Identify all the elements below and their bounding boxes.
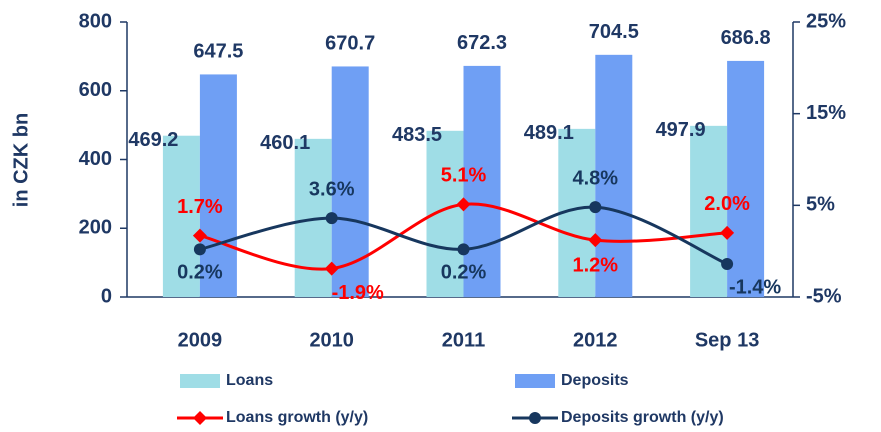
marker bbox=[192, 228, 207, 243]
y2-tick-label: 5% bbox=[806, 194, 835, 216]
bar bbox=[162, 135, 200, 297]
legend-label: Loans bbox=[226, 372, 273, 389]
marker bbox=[325, 212, 338, 225]
bar-label: 670.7 bbox=[325, 33, 375, 55]
bar-label: 647.5 bbox=[193, 41, 243, 63]
point-label: 0.2% bbox=[441, 262, 487, 284]
bar-label: 704.5 bbox=[589, 21, 639, 43]
bar-label: 460.1 bbox=[260, 132, 310, 154]
y-tick-label: 0 bbox=[101, 285, 112, 307]
x-tick-label: 2012 bbox=[573, 329, 618, 351]
y2-tick-label: 15% bbox=[806, 102, 846, 124]
bar-label: 686.8 bbox=[721, 27, 771, 49]
bar-label: 672.3 bbox=[457, 32, 507, 54]
bar-label: 469.2 bbox=[128, 129, 178, 151]
y2-tick-label: 25% bbox=[806, 10, 846, 32]
bar bbox=[199, 74, 237, 297]
marker bbox=[193, 243, 206, 256]
bar-label: 483.5 bbox=[392, 124, 442, 146]
point-label: -1.9% bbox=[332, 282, 384, 304]
legend-label: Deposits bbox=[561, 372, 629, 389]
legend-marker bbox=[529, 412, 541, 424]
y-tick-label: 200 bbox=[79, 217, 112, 239]
x-tick-label: 2011 bbox=[442, 329, 485, 351]
x-tick-label: Sep 13 bbox=[695, 329, 759, 351]
y-axis-title: in CZK bn bbox=[10, 113, 32, 207]
point-label: -1.4% bbox=[729, 276, 781, 298]
point-label: 1.7% bbox=[177, 196, 223, 218]
y-tick-label: 600 bbox=[79, 79, 112, 101]
legend-swatch bbox=[515, 374, 555, 388]
bar bbox=[595, 54, 633, 297]
point-label: 3.6% bbox=[309, 178, 355, 200]
point-label: 5.1% bbox=[441, 165, 487, 187]
marker bbox=[588, 233, 603, 248]
legend-label: Loans growth (y/y) bbox=[226, 409, 368, 426]
bar bbox=[690, 125, 728, 297]
bar bbox=[727, 60, 765, 297]
marker bbox=[589, 201, 602, 214]
legend-marker bbox=[193, 411, 207, 425]
y-tick-label: 800 bbox=[79, 10, 112, 32]
marker bbox=[324, 261, 339, 276]
marker bbox=[721, 258, 734, 270]
point-label: 2.0% bbox=[704, 193, 750, 215]
bar-label: 497.9 bbox=[656, 119, 706, 141]
marker bbox=[456, 197, 471, 212]
legend-label: Deposits growth (y/y) bbox=[561, 409, 724, 426]
point-label: 0.2% bbox=[177, 262, 223, 284]
x-tick-label: 2010 bbox=[309, 329, 354, 351]
point-label: 4.8% bbox=[573, 167, 619, 189]
legend-swatch bbox=[180, 374, 220, 388]
bar bbox=[463, 65, 501, 297]
x-tick-label: 2009 bbox=[178, 329, 223, 351]
marker bbox=[457, 243, 470, 256]
marker bbox=[720, 225, 735, 240]
bar-label: 489.1 bbox=[524, 122, 574, 144]
point-label: 1.2% bbox=[573, 254, 619, 276]
y2-tick-label: -5% bbox=[806, 285, 842, 307]
y-tick-label: 400 bbox=[79, 148, 112, 170]
